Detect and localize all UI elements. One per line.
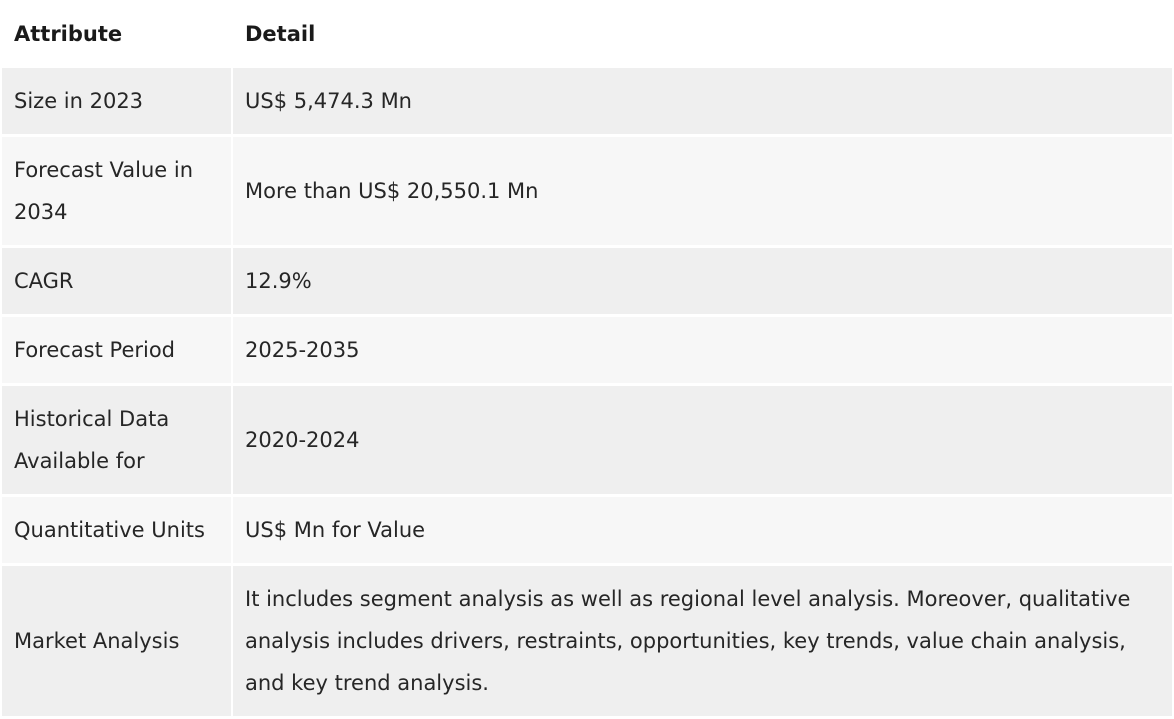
header-attribute: Attribute [2, 2, 231, 65]
detail-cell: More than US$ 20,550.1 Mn [233, 137, 1172, 245]
attribute-cell: Historical Data Available for [2, 386, 231, 494]
attribute-cell: Forecast Value in 2034 [2, 137, 231, 245]
detail-cell: 2020-2024 [233, 386, 1172, 494]
attribute-cell: Forecast Period [2, 317, 231, 383]
header-row: Attribute Detail [2, 2, 1172, 65]
table-row-market-analysis: Market Analysis It includes segment anal… [2, 566, 1172, 716]
detail-cell: US$ Mn for Value [233, 497, 1172, 563]
table-body: Size in 2023 US$ 5,474.3 Mn Forecast Val… [2, 68, 1172, 716]
detail-cell: 2025-2035 [233, 317, 1172, 383]
table-header: Attribute Detail [2, 2, 1172, 65]
table-row-historical-data: Historical Data Available for 2020-2024 [2, 386, 1172, 494]
detail-cell: US$ 5,474.3 Mn [233, 68, 1172, 134]
table-row-forecast-period: Forecast Period 2025-2035 [2, 317, 1172, 383]
attribute-cell: CAGR [2, 248, 231, 314]
table-row-forecast-value: Forecast Value in 2034 More than US$ 20,… [2, 137, 1172, 245]
header-detail: Detail [233, 2, 1172, 65]
table-row-size-2023: Size in 2023 US$ 5,474.3 Mn [2, 68, 1172, 134]
attribute-cell: Market Analysis [2, 566, 231, 716]
detail-cell: 12.9% [233, 248, 1172, 314]
table-row-cagr: CAGR 12.9% [2, 248, 1172, 314]
table-row-quantitative-units: Quantitative Units US$ Mn for Value [2, 497, 1172, 563]
detail-cell: It includes segment analysis as well as … [233, 566, 1172, 716]
attribute-cell: Size in 2023 [2, 68, 231, 134]
attribute-cell: Quantitative Units [2, 497, 231, 563]
